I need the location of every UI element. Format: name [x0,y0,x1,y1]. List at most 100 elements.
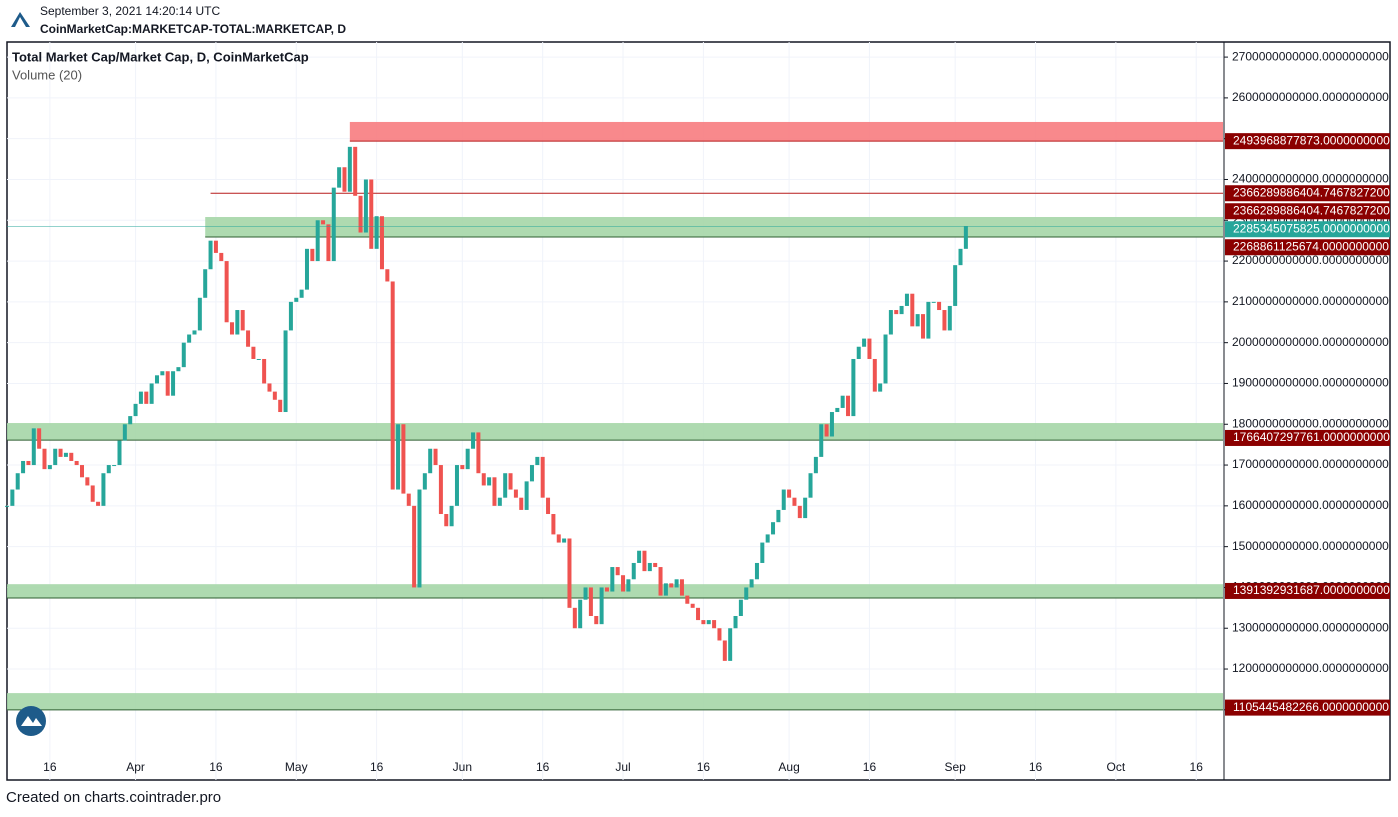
symbol: CoinMarketCap:MARKETCAP-TOTAL:MARKETCAP,… [40,22,346,36]
price-labels: 2493968877873.0000000000 2366289886404.74… [1225,133,1390,716]
candle [551,514,556,535]
candle [347,146,352,192]
candle [588,587,593,616]
candle [572,607,577,629]
candle [626,579,631,592]
candle [754,562,759,580]
x-tick-label: 16 [209,760,223,774]
candle [771,522,776,535]
candle [851,358,856,417]
x-tick-label: Sep [944,760,966,774]
candle [562,538,567,543]
candle [471,432,476,449]
candle [299,289,304,298]
watermark-logo [16,706,46,736]
candle [122,424,127,441]
timestamp: September 3, 2021 14:20:14 UTC [40,4,220,18]
candle [246,330,251,347]
candle [487,477,492,486]
price-label: 2268861125674.0000000000 [1233,239,1389,253]
candle [363,179,368,233]
candle [481,473,486,486]
zone [7,584,1223,599]
candle [240,310,245,331]
candle [235,310,240,335]
candle [90,485,95,502]
candle [942,310,947,331]
candle [256,358,261,360]
candle [722,640,727,661]
zone [7,693,1223,710]
price-label: 1105445482266.0000000000 [1233,700,1389,714]
candle [267,383,272,392]
candle [26,460,31,466]
x-tick-label: May [285,760,308,774]
candle [342,167,347,192]
candle [417,489,422,588]
frame [6,41,1391,781]
y-tick-label: 1900000000000.0000000000 [1232,376,1389,390]
candle [128,416,133,425]
price-label-box [1225,203,1390,220]
candle [631,562,636,580]
candle [69,452,74,461]
candle [524,481,529,510]
candle [958,248,963,266]
candle [203,269,208,298]
candle [910,293,915,327]
candle [519,497,524,510]
candle [846,395,851,417]
candle [10,489,15,506]
candle [690,603,695,608]
zone [7,423,1223,441]
candle [192,330,197,335]
candle [797,505,802,519]
candle [604,587,609,592]
candle [717,628,722,641]
x-tick-label: 16 [43,760,57,774]
candle [449,505,454,527]
x-tick-label: Jun [453,760,472,774]
price-label: 1391392931687.0000000000 [1233,583,1390,597]
candle [749,579,754,588]
price-label-box [1225,133,1390,150]
candle [396,424,401,490]
candle [53,448,58,466]
candle [685,595,690,604]
candle [272,391,277,400]
candle [888,310,893,335]
candle [813,456,818,474]
candle [208,240,213,270]
candle [669,583,674,588]
candle [358,195,363,233]
candle [513,489,518,498]
candle [379,216,384,270]
candle [438,465,443,515]
candle [642,550,647,572]
candle [138,391,143,404]
candle [787,489,792,498]
candle [337,167,342,188]
candle [963,226,968,249]
price-label: 1766407297761.0000000000 [1233,430,1390,444]
candle [803,497,808,519]
candle [454,465,459,506]
y-tick-label: 2100000000000.0000000000 [1232,294,1389,308]
candle [5,505,9,507]
candle [706,620,711,625]
candle [262,358,267,384]
candle [37,428,42,449]
candle [792,497,797,506]
candle [599,587,604,625]
candle [42,448,47,470]
candle [637,550,642,563]
candle [899,305,904,315]
candle [213,240,218,253]
candle [412,505,417,588]
candle [21,460,26,474]
candle [776,509,781,523]
candle [171,371,176,396]
candle [476,432,481,474]
candle [583,587,588,600]
candle [433,448,438,466]
